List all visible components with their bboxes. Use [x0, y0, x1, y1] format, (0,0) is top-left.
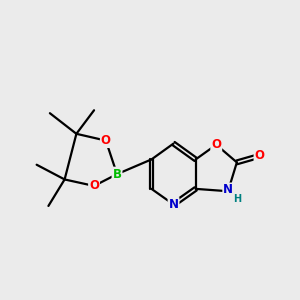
Text: N: N — [169, 198, 178, 211]
Text: O: O — [254, 149, 265, 162]
Text: H: H — [233, 194, 241, 205]
Text: O: O — [101, 134, 111, 147]
Text: O: O — [89, 179, 99, 192]
Text: N: N — [223, 183, 233, 196]
Text: O: O — [211, 138, 221, 151]
Text: B: B — [112, 168, 122, 181]
